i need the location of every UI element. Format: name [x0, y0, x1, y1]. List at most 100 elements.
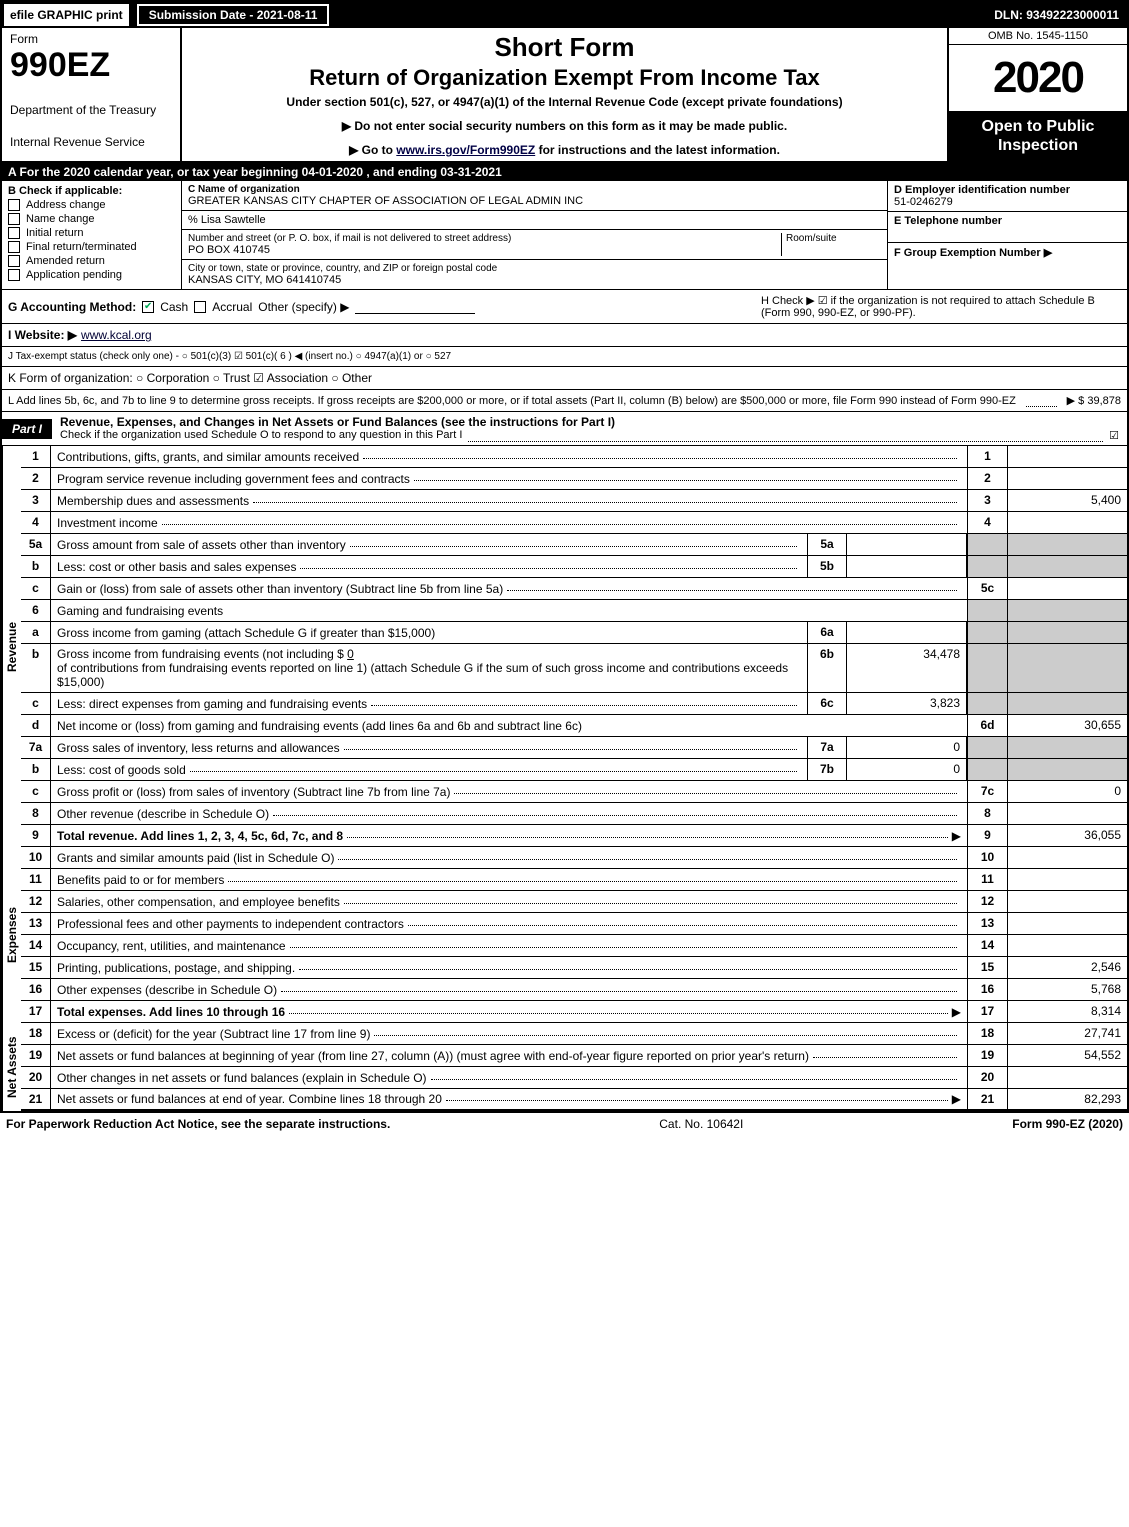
ln16-box: 16 [967, 979, 1007, 1000]
ln13-num: 13 [21, 913, 51, 934]
ln8-box: 8 [967, 803, 1007, 824]
vlabel-revenue: Revenue [2, 446, 21, 847]
lbl-application-pending: Application pending [26, 269, 122, 281]
chk-final-return[interactable] [8, 241, 20, 253]
ln6a-shade2 [1007, 622, 1127, 643]
ln5a-num: 5a [21, 534, 51, 555]
header-left: Form 990EZ Department of the Treasury In… [2, 28, 182, 161]
row-l-text: L Add lines 5b, 6c, and 7b to line 9 to … [8, 395, 1016, 407]
ln6-desc: Gaming and fundraising events [57, 604, 223, 618]
ln19-amt: 54,552 [1007, 1045, 1127, 1066]
ln17-arrow: ▶ [952, 1005, 961, 1019]
form-number: 990EZ [10, 46, 172, 85]
ln8-desc: Other revenue (describe in Schedule O) [57, 807, 269, 821]
ln12-num: 12 [21, 891, 51, 912]
ln2-num: 2 [21, 468, 51, 489]
ln20-num: 20 [21, 1067, 51, 1088]
chk-address-change[interactable] [8, 199, 20, 211]
efile-print-button[interactable]: efile GRAPHIC print [2, 2, 131, 28]
website-link[interactable]: www.kcal.org [81, 328, 152, 342]
vlabel-netassets: Net Assets [2, 1023, 21, 1111]
footer-paperwork: For Paperwork Reduction Act Notice, see … [6, 1117, 390, 1131]
ln15-box: 15 [967, 957, 1007, 978]
col-d-e-f: D Employer identification number 51-0246… [887, 181, 1127, 289]
ln5b-shade2 [1007, 556, 1127, 577]
title-return: Return of Organization Exempt From Incom… [190, 65, 939, 91]
lbl-amended-return: Amended return [26, 255, 105, 267]
ln8-num: 8 [21, 803, 51, 824]
ln21-box: 21 [967, 1089, 1007, 1109]
ln5a-shade [967, 534, 1007, 555]
ln14-box: 14 [967, 935, 1007, 956]
ln5b-mid: 5b [807, 556, 847, 577]
ln6a-mid: 6a [807, 622, 847, 643]
chk-cash[interactable] [142, 301, 154, 313]
ln9-arrow: ▶ [952, 829, 961, 843]
ln6b-shade [967, 644, 1007, 692]
part1-header: Part I Revenue, Expenses, and Changes in… [2, 412, 1127, 446]
col-c-org-info: C Name of organization GREATER KANSAS CI… [182, 181, 887, 289]
ln20-amt [1007, 1067, 1127, 1088]
expenses-section: Expenses 10 Grants and similar amounts pa… [2, 847, 1127, 1023]
ln6c-shade2 [1007, 693, 1127, 714]
ein-label: D Employer identification number [894, 184, 1121, 196]
vlabel-expenses: Expenses [2, 847, 21, 1023]
ln15-num: 15 [21, 957, 51, 978]
ln10-desc: Grants and similar amounts paid (list in… [57, 851, 334, 865]
ln1-box: 1 [967, 446, 1007, 467]
ln7a-midval: 0 [847, 737, 967, 758]
ln7c-box: 7c [967, 781, 1007, 802]
lbl-address-change: Address change [26, 199, 106, 211]
ln6c-num: c [21, 693, 51, 714]
ln7b-num: b [21, 759, 51, 780]
org-name-label: C Name of organization [188, 184, 881, 195]
ln6d-box: 6d [967, 715, 1007, 736]
ln3-box: 3 [967, 490, 1007, 511]
ln10-box: 10 [967, 847, 1007, 868]
city-label: City or town, state or province, country… [188, 263, 881, 274]
dept-irs: Internal Revenue Service [10, 135, 172, 149]
ln11-num: 11 [21, 869, 51, 890]
ln18-desc: Excess or (deficit) for the year (Subtra… [57, 1027, 370, 1041]
ln7c-amt: 0 [1007, 781, 1127, 802]
chk-name-change[interactable] [8, 213, 20, 225]
ln7b-mid: 7b [807, 759, 847, 780]
ln9-num: 9 [21, 825, 51, 846]
chk-initial-return[interactable] [8, 227, 20, 239]
street-label: Number and street (or P. O. box, if mail… [188, 233, 781, 244]
chk-application-pending[interactable] [8, 269, 20, 281]
title-short-form: Short Form [190, 32, 939, 63]
ln12-box: 12 [967, 891, 1007, 912]
ln6d-num: d [21, 715, 51, 736]
room-label: Room/suite [781, 233, 881, 256]
ln9-box: 9 [967, 825, 1007, 846]
ln7c-num: c [21, 781, 51, 802]
part1-title-text: Revenue, Expenses, and Changes in Net As… [60, 415, 1119, 429]
goto-post: for instructions and the latest informat… [535, 143, 780, 157]
ssn-warning: ▶ Do not enter social security numbers o… [190, 119, 939, 133]
part1-label: Part I [2, 419, 52, 439]
ln21-amt: 82,293 [1007, 1089, 1127, 1109]
irs-link[interactable]: www.irs.gov/Form990EZ [396, 143, 535, 157]
form-word: Form [10, 32, 172, 46]
ln6-shade [967, 600, 1007, 621]
goto-pre: ▶ Go to [349, 143, 396, 157]
ln7a-num: 7a [21, 737, 51, 758]
form-990ez-page: efile GRAPHIC print Submission Date - 20… [0, 0, 1129, 1113]
chk-accrual[interactable] [194, 301, 206, 313]
tel-label: E Telephone number [894, 215, 1121, 227]
ln20-desc: Other changes in net assets or fund bala… [57, 1071, 427, 1085]
ln18-num: 18 [21, 1023, 51, 1044]
ln4-desc: Investment income [57, 516, 158, 530]
ln15-desc: Printing, publications, postage, and shi… [57, 961, 295, 975]
ln3-num: 3 [21, 490, 51, 511]
lbl-final-return: Final return/terminated [26, 241, 137, 253]
org-name: GREATER KANSAS CITY CHAPTER OF ASSOCIATI… [188, 195, 881, 207]
ln2-amt [1007, 468, 1127, 489]
ln10-amt [1007, 847, 1127, 868]
chk-amended-return[interactable] [8, 255, 20, 267]
ln6-num: 6 [21, 600, 51, 621]
ln5a-mid: 5a [807, 534, 847, 555]
ln16-num: 16 [21, 979, 51, 1000]
row-l-gross-receipts: L Add lines 5b, 6c, and 7b to line 9 to … [2, 390, 1127, 412]
